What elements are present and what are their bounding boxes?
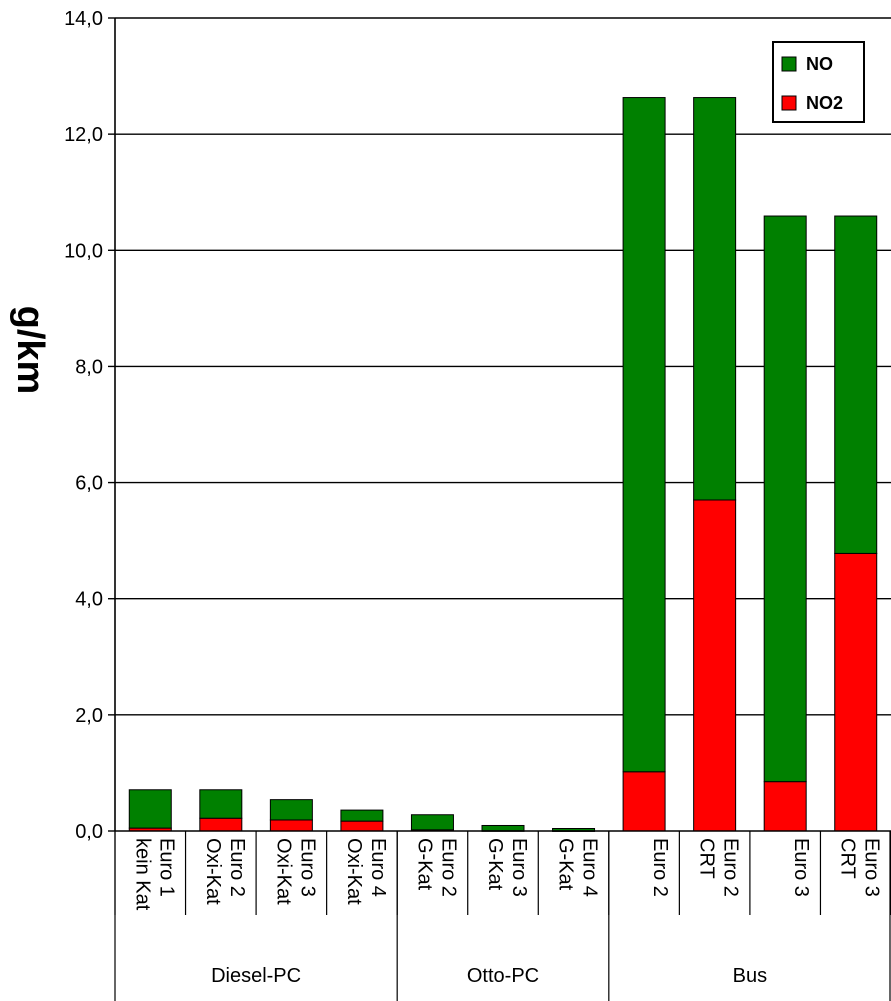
x-category-label: G-Kat: [555, 838, 577, 891]
bar-segment-no: [340, 809, 384, 822]
axes: [108, 17, 891, 1001]
x-category-label: Euro 3: [508, 838, 530, 897]
y-tick-label: 4,0: [75, 589, 103, 611]
x-category-label: G-Kat: [484, 838, 506, 891]
bar-segment-no: [834, 215, 878, 554]
x-group-label: Bus: [733, 965, 767, 987]
x-category-label: Euro 3: [861, 838, 883, 897]
bar-segment-no2: [693, 499, 737, 832]
bar-segment-no2: [763, 781, 807, 832]
bar-segment-no2: [199, 817, 243, 832]
bars: [128, 97, 878, 832]
x-category-label: Euro 1: [155, 838, 177, 897]
x-category-label: Oxi-Kat: [202, 838, 224, 905]
y-tick-label: 6,0: [75, 473, 103, 495]
legend-label-no: NO: [806, 54, 833, 74]
y-tick-label: 12,0: [64, 124, 103, 146]
x-category-label: CRT: [696, 838, 718, 879]
bar-segment-no: [410, 814, 454, 831]
bar-segment-no: [622, 97, 666, 773]
bar-segment-no: [481, 824, 525, 832]
bar-segment-no: [693, 97, 737, 501]
bar-segment-no: [128, 789, 172, 829]
x-category-label: Euro 2: [720, 838, 742, 897]
x-category-label: G-Kat: [413, 838, 435, 891]
x-group-label: Otto-PC: [467, 965, 539, 987]
bar-segment-no2: [622, 771, 666, 832]
bar-segment-no: [763, 215, 807, 783]
bar-segment-no2: [834, 552, 878, 832]
y-tick-label: 2,0: [75, 705, 103, 727]
x-category-label: Oxi-Kat: [272, 838, 294, 905]
x-category-label: Oxi-Kat: [343, 838, 365, 905]
y-tick-label: 14,0: [64, 8, 103, 30]
y-axis-label: g/km: [9, 306, 51, 395]
gridlines: [115, 17, 891, 716]
x-group-label: Diesel-PC: [211, 965, 301, 987]
legend-swatch-no2: [781, 95, 797, 111]
bar-segment-no2: [269, 819, 313, 832]
bar-segment-no2: [340, 820, 384, 832]
bar-segment-no: [269, 799, 313, 821]
y-tick-label: 8,0: [75, 356, 103, 378]
x-category-label: Euro 3: [296, 838, 318, 897]
legend: NO NO2: [772, 41, 865, 123]
x-category-label: kein Kat: [131, 838, 153, 911]
y-tick-label: 0,0: [75, 821, 103, 843]
x-group-labels: Diesel-PC Otto-PC Bus: [211, 965, 767, 987]
legend-label-no2: NO2: [806, 93, 843, 113]
x-category-label: Euro 2: [437, 838, 459, 897]
legend-swatch-no: [781, 56, 797, 72]
x-category-label: Euro 2: [226, 838, 248, 897]
x-category-label: Euro 4: [579, 838, 601, 897]
x-category-label: Euro 4: [367, 838, 389, 897]
x-category-label: CRT: [837, 838, 859, 879]
bar-segment-no: [199, 789, 243, 819]
y-tick-label: 10,0: [64, 240, 103, 262]
x-category-label: Euro 2: [649, 838, 671, 897]
x-category-label: Euro 3: [790, 838, 812, 897]
y-tick-labels: 0,0 2,0 4,0 6,0 8,0 10,0 12,0 14,0: [64, 8, 103, 843]
